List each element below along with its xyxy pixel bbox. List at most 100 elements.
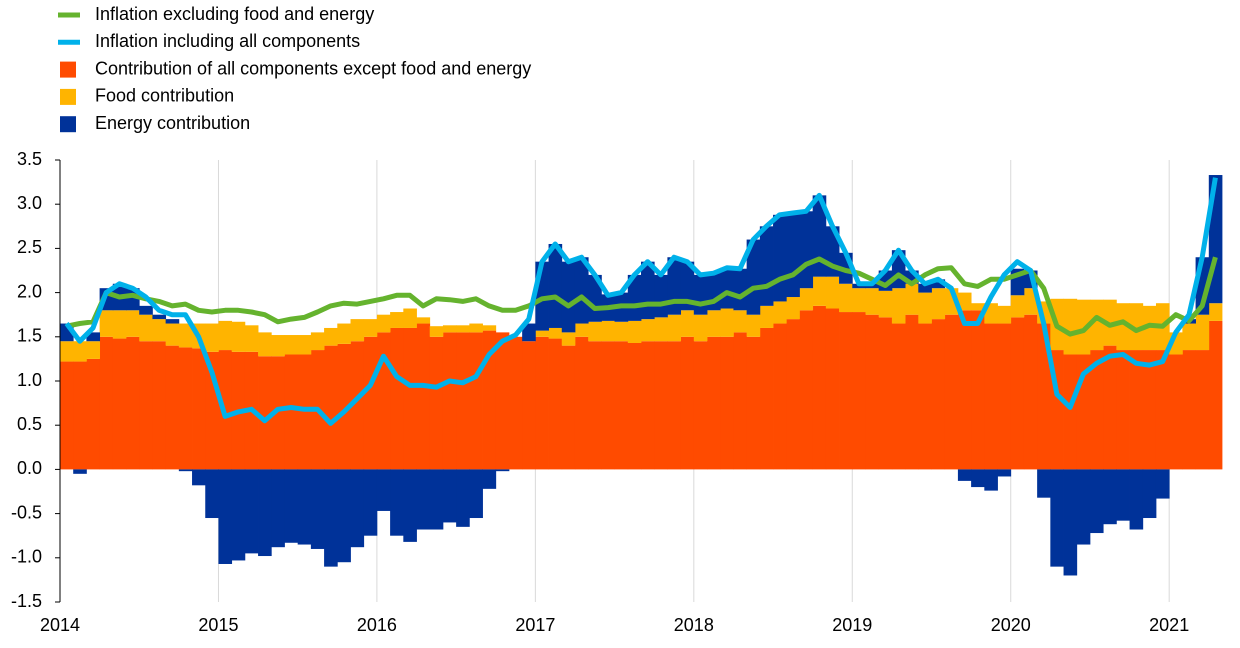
bar-segment [324,345,338,470]
bar-segment [574,336,589,470]
y-tick-label: 0.5 [17,414,42,434]
bar-segment [971,310,985,470]
bar-segment [627,342,642,470]
bar-segment [693,314,708,342]
bar-segment [1169,354,1183,470]
bar-segment [112,338,127,470]
bar-segment [997,323,1012,470]
bar-segment [1116,303,1130,351]
bar-segment [337,323,351,344]
bar-segment [561,345,576,470]
bar-segment [205,323,219,352]
bar-segment [363,469,378,536]
bar-segment [693,274,708,315]
bar-segment [641,319,655,342]
bar-segment [891,288,906,324]
bar-segment [218,320,233,351]
bar-segment [1063,298,1078,355]
bar-segment [1076,469,1091,545]
bar-segment [1129,303,1144,351]
bar-segment [1155,469,1170,499]
bar-segment [139,305,153,315]
bar-segment [984,469,998,491]
bar-segment [957,469,972,481]
bar-segment [799,211,814,289]
y-tick-label: -1.5 [11,591,42,611]
bar-segment [284,469,299,543]
bar-segment [337,469,351,563]
bar-segment [1037,323,1051,470]
legend-swatch [60,116,76,133]
bar-segment [522,323,536,342]
bar-segment [971,303,985,311]
bar-segment [997,305,1012,324]
bar-segment [905,314,919,470]
bar-segment [997,469,1012,477]
bar-segment [178,469,193,472]
bar-segment [1195,350,1210,470]
bar-segment [442,332,457,470]
line-series [66,256,1218,337]
bar-segment [1208,303,1223,321]
bar-segment [324,327,338,346]
bar-segment [944,314,959,470]
bar-segment [126,310,140,337]
x-tick-label: 2017 [515,615,555,635]
bar-segment [139,341,153,470]
bar-segment [957,310,972,470]
x-tick-label: 2018 [674,615,714,635]
bar-segment [429,469,444,530]
bar-segment [139,314,153,342]
bar-segment [1089,469,1104,534]
bar-segment [297,354,312,470]
bar-segment [641,341,655,470]
bar-segment [707,310,721,337]
bar-segment [759,226,774,306]
bar-segment [1063,354,1078,470]
bar-segment [759,327,774,470]
bar-segment [1208,320,1223,470]
bar-segment [654,274,668,318]
bar-segment [178,323,193,348]
bar-segment [918,292,932,324]
y-tick-label: 0.0 [17,458,42,478]
bar-segment [931,319,946,470]
bar-segment [773,214,787,302]
bar-segment [931,279,946,289]
bar-segment [865,314,880,470]
bar-segment [680,310,695,337]
bar-segment [192,348,206,470]
bar-segment [786,297,800,320]
bar-segment [786,213,800,298]
bar-segment [86,358,101,470]
bar-segment [271,335,285,357]
bar-segment [297,469,312,545]
bar-segment [112,310,127,339]
bar-segment [918,323,932,470]
bar-segment [1182,350,1196,470]
bar-segment [495,469,510,472]
bar-segment [1063,469,1078,576]
bar-segment [1142,350,1157,470]
bar-segment [759,305,774,328]
bar-segment [178,347,193,470]
bar-segment [1155,350,1170,470]
bar-segment [601,320,615,342]
bar-segment [231,469,246,561]
bar-segment [244,469,259,554]
bar-segment [258,332,272,357]
bar-segment [548,338,563,470]
line-series [64,177,1218,426]
legend-label: Food contribution [95,86,234,106]
bar-segment [654,317,668,342]
bar-segment [350,341,365,470]
bar-segment [548,327,563,339]
bar-segment [271,356,285,470]
bar-segment [86,341,101,359]
bar-segment [376,314,391,333]
bar-segment [60,361,74,470]
bar-segment [574,323,589,337]
bar-segment [297,335,312,355]
bar-segment [324,469,338,567]
bar-segment [469,469,483,519]
